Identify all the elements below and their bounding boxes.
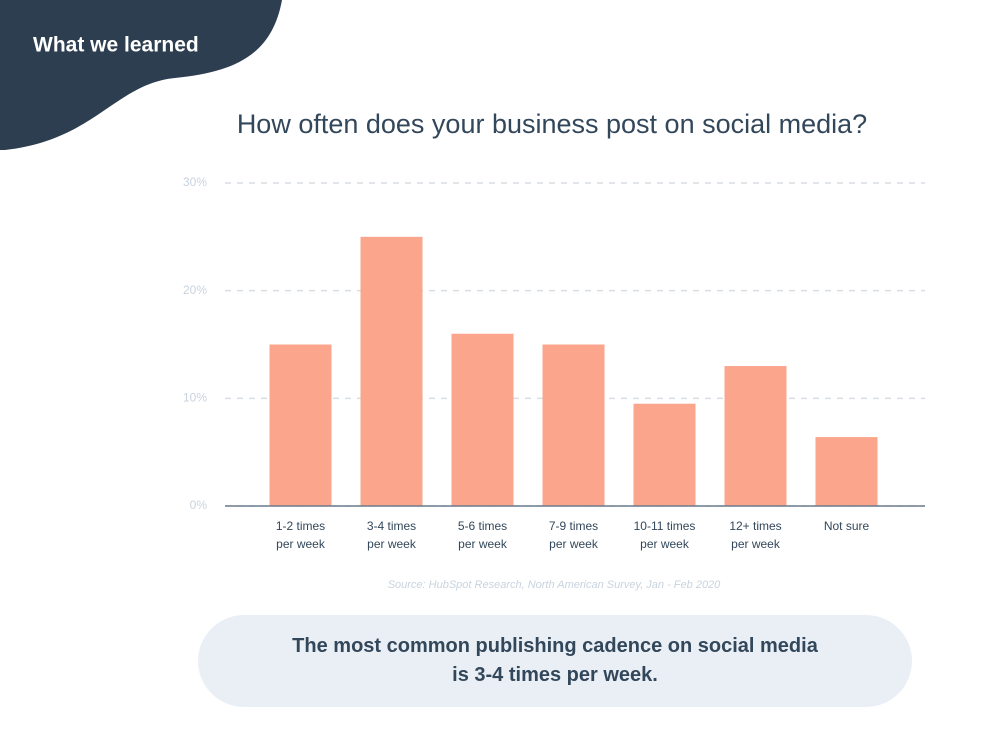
bar [815,437,878,506]
x-tick-label: Not sure [823,519,870,533]
header-title: What we learned [33,34,199,57]
bar [542,344,605,506]
x-tick-label: 5-6 times per week [457,519,508,551]
bar [360,236,423,507]
header-blob [0,0,282,150]
x-tick-label: 7-9 times per week [548,519,599,551]
bar [633,403,696,506]
y-tick-label: 10% [183,391,207,405]
x-tick-label: 10-11 times per week [633,519,696,551]
y-tick-label: 20% [183,283,207,297]
callout-text: The most common publishing cadence on so… [292,635,818,686]
chart-title: How often does your business post on soc… [237,109,867,139]
y-tick-label: 0% [190,498,208,512]
y-tick-label: 30% [183,175,207,189]
bar [451,333,514,506]
source-note: Source: HubSpot Research, North American… [388,579,721,591]
x-tick-label: 1-2 times per week [275,519,326,551]
callout-box [198,615,912,707]
x-tick-label: 3-4 times per week [366,519,417,551]
x-tick-label: 12+ times per week [729,519,782,551]
bar [724,366,787,506]
bar [269,344,332,506]
